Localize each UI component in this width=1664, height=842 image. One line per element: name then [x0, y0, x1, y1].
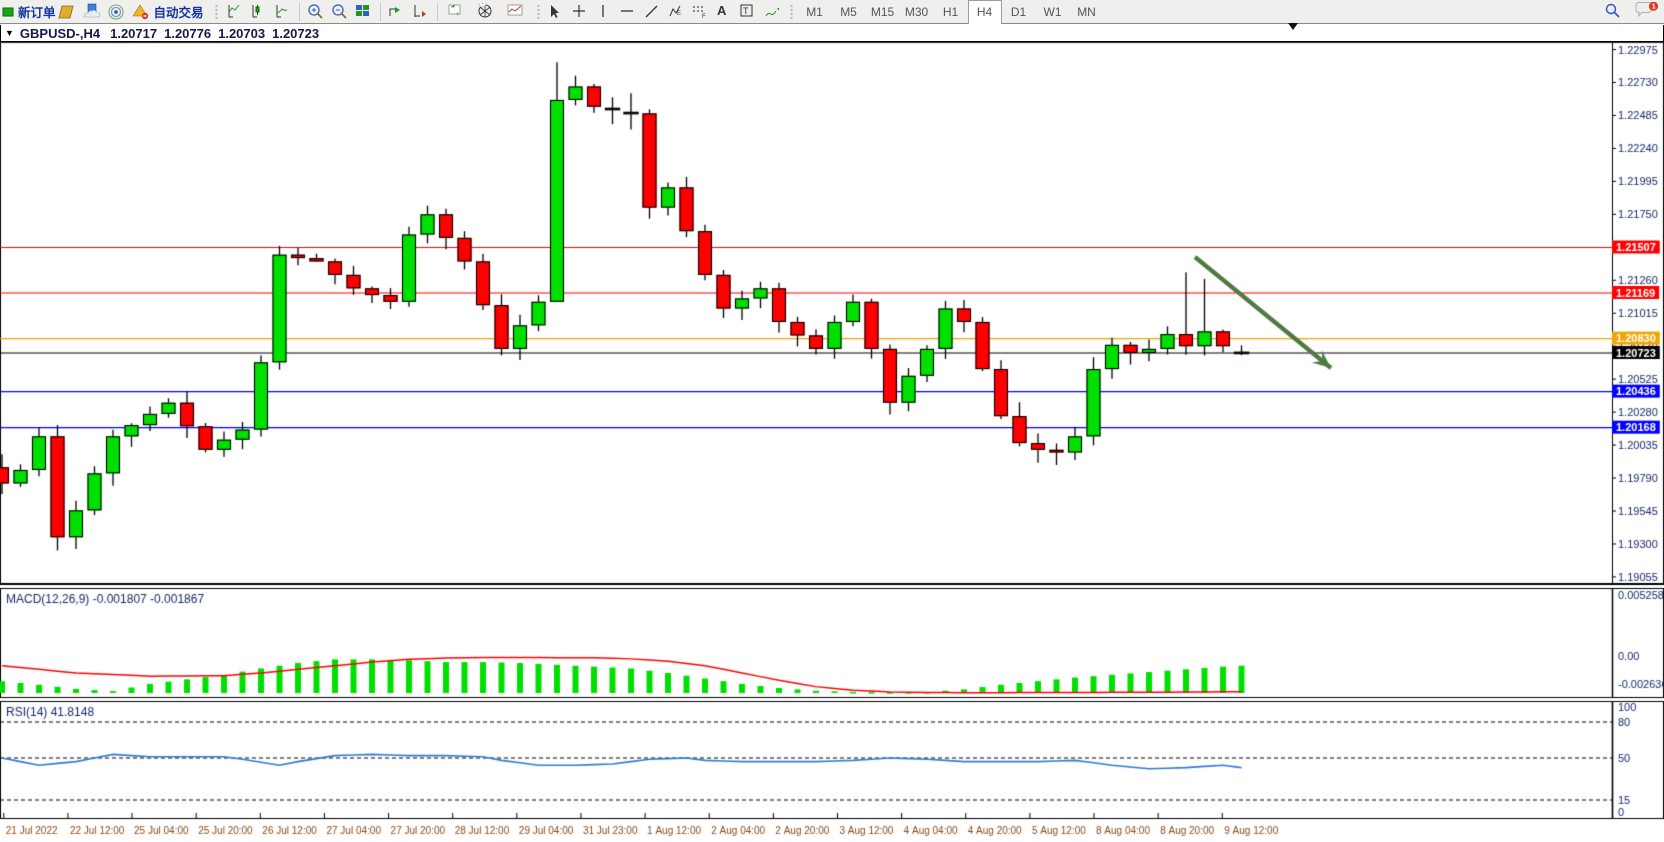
svg-text:+: + [456, 12, 460, 18]
svg-text:T: T [743, 6, 749, 16]
svg-text:E: E [677, 11, 681, 17]
svg-text:🕐: 🕐 [478, 3, 487, 8]
svg-text:F: F [702, 14, 706, 20]
svg-text:A: A [717, 3, 727, 18]
svg-text:1: 1 [1652, 3, 1656, 10]
